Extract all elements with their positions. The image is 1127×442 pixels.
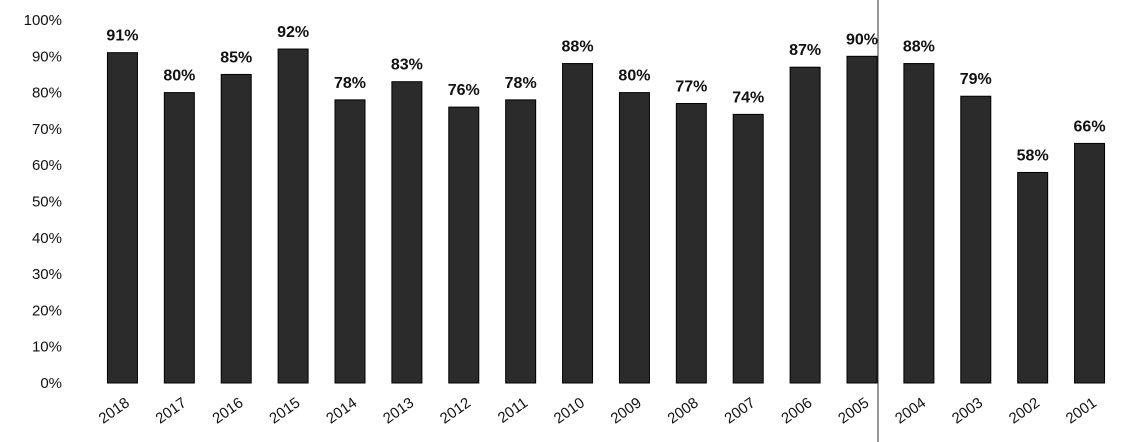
x-tick-label-2018: 2018: [96, 394, 133, 427]
x-tick-label-2008: 2008: [665, 394, 702, 427]
x-axis: 2018 2017 2016 2015 2014 2013 2012 2011 2010 2009…: [96, 394, 1100, 427]
bar-2012: [448, 106, 480, 384]
bar-2010: [562, 63, 594, 384]
bar-2004: [903, 63, 935, 384]
x-tick-label-2004: 2004: [892, 394, 929, 427]
bar-2006: [789, 66, 821, 384]
x-tick-label-2016: 2016: [209, 394, 246, 427]
x-tick-label-2015: 2015: [266, 394, 303, 427]
x-tick-label-2007: 2007: [721, 394, 758, 427]
y-tick-label: 50%: [32, 194, 62, 211]
bar-2013: [391, 81, 423, 384]
x-tick-label-2006: 2006: [778, 394, 815, 427]
data-label-2014: 78%: [334, 75, 366, 92]
data-label-2006: 87%: [789, 42, 821, 59]
y-tick-label: 10%: [32, 339, 62, 356]
bar-2003: [960, 95, 992, 384]
data-label-2011: 78%: [505, 75, 537, 92]
data-label-2012: 76%: [448, 82, 480, 99]
bar-2017: [163, 92, 195, 384]
y-tick-label: 70%: [32, 121, 62, 138]
y-axis: 0% 10% 20% 30% 40% 50% 60% 70% 80% 90% 100%: [24, 12, 62, 392]
x-tick-label-2003: 2003: [949, 394, 986, 427]
data-label-2007: 74%: [732, 89, 764, 106]
data-label-2005: 90%: [846, 31, 878, 48]
data-label-2001: 66%: [1074, 118, 1106, 135]
bar-2007: [732, 113, 764, 384]
data-label-2004: 88%: [903, 39, 935, 56]
x-tick-label-2011: 2011: [495, 394, 531, 426]
y-tick-label: 100%: [24, 12, 62, 29]
data-label-2016: 85%: [220, 49, 252, 66]
x-tick-label-2005: 2005: [835, 394, 872, 427]
x-tick-label-2012: 2012: [437, 394, 474, 427]
data-label-2015: 92%: [277, 24, 309, 41]
x-tick-label-2002: 2002: [1006, 394, 1043, 427]
y-tick-label: 90%: [32, 48, 62, 65]
y-tick-label: 0%: [40, 375, 62, 392]
y-tick-label: 20%: [32, 302, 62, 319]
data-labels: 91% 80% 85% 92% 78% 83% 76% 78% 88% 80% 77% 74% 87% 9…: [106, 24, 1105, 164]
x-tick-label-2001: 2001: [1063, 394, 1100, 427]
bar-2015: [277, 48, 309, 384]
y-tick-label: 80%: [32, 85, 62, 102]
x-tick-label-2009: 2009: [608, 394, 645, 427]
bar-2009: [618, 92, 650, 384]
bar-2002: [1017, 171, 1049, 384]
bars: [106, 48, 1106, 384]
data-label-2002: 58%: [1017, 147, 1049, 164]
x-tick-label-2010: 2010: [551, 394, 588, 427]
data-label-2013: 83%: [391, 57, 423, 74]
bar-2018: [106, 52, 138, 384]
bar-2001: [1074, 142, 1106, 384]
data-label-2009: 80%: [618, 68, 650, 85]
x-tick-label-2017: 2017: [153, 394, 190, 427]
y-tick-label: 30%: [32, 266, 62, 283]
data-label-2010: 88%: [562, 39, 594, 56]
bar-2016: [220, 73, 252, 384]
bar-2014: [334, 99, 366, 384]
data-label-2018: 91%: [106, 28, 138, 45]
y-tick-label: 40%: [32, 230, 62, 247]
data-label-2008: 77%: [675, 78, 707, 95]
data-label-2017: 80%: [163, 68, 195, 85]
bar-2011: [505, 99, 537, 384]
bar-2008: [675, 102, 707, 384]
x-tick-label-2014: 2014: [323, 394, 360, 427]
data-label-2003: 79%: [960, 71, 992, 88]
x-tick-label-2013: 2013: [380, 394, 417, 427]
y-tick-label: 60%: [32, 157, 62, 174]
bar-2005: [846, 55, 878, 384]
